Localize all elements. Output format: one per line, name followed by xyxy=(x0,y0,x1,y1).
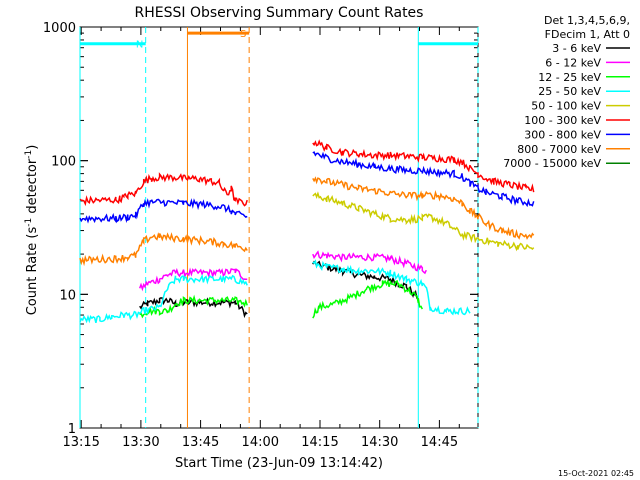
y-axis-label-sup1: -1 xyxy=(24,218,34,227)
legend-item-label: 300 - 800 keV xyxy=(524,128,601,141)
y-axis-label-main: Count Rate (s xyxy=(25,227,40,316)
y-tick-labels: 1 10 100 1000 xyxy=(43,21,76,437)
x-tick-label: 14:30 xyxy=(361,435,398,450)
y-tick-label: 100 xyxy=(51,155,76,170)
legend-item-label: 50 - 100 keV xyxy=(531,100,601,113)
y-axis-label-sup2: -1 xyxy=(24,150,34,159)
legend-item-label: 800 - 7000 keV xyxy=(517,143,601,156)
y-axis-label-end: ) xyxy=(25,145,40,150)
marker-label: N xyxy=(136,40,143,51)
marker-label: S xyxy=(240,29,246,40)
x-tick-label: 14:45 xyxy=(421,435,458,450)
y-tick-label: 1000 xyxy=(43,21,76,36)
legend-item-label: 100 - 300 keV xyxy=(524,114,601,127)
x-axis-label: Start Time (23-Jun-09 13:14:42) xyxy=(175,456,383,471)
series-line xyxy=(79,176,535,267)
legend-header-line-1: Det 1,3,4,5,6,9, xyxy=(544,14,630,27)
series-line xyxy=(312,191,535,252)
legend-item-label: 7000 - 15000 keV xyxy=(503,157,601,170)
y-tick-label: 10 xyxy=(59,288,76,303)
series-line xyxy=(79,259,471,324)
chart-title: RHESSI Observing Summary Count Rates xyxy=(135,5,424,21)
y-axis-label-mid: detector xyxy=(25,158,40,218)
x-tick-labels: 13:15 13:30 13:45 14:00 14:15 14:30 14:45 xyxy=(62,435,458,450)
axis-ticks xyxy=(80,26,478,429)
series-line xyxy=(139,278,423,319)
y-tick-label: 1 xyxy=(68,422,76,437)
legend-header-line-2: FDecim 1, Att 0 xyxy=(545,28,630,41)
footer-date: 15-Oct-2021 02:45 xyxy=(558,469,634,478)
status-markers: NS xyxy=(79,27,479,428)
x-tick-label: 13:15 xyxy=(62,435,99,450)
x-tick-label: 14:15 xyxy=(301,435,338,450)
series-lines xyxy=(79,139,535,324)
legend-item-label: 3 - 6 keV xyxy=(552,42,601,55)
legend-item-label: 12 - 25 keV xyxy=(538,71,601,84)
x-tick-label: 13:30 xyxy=(122,435,159,450)
x-tick-label: 14:00 xyxy=(242,435,279,450)
legend: Det 1,3,4,5,6,9, FDecim 1, Att 0 3 - 6 k… xyxy=(503,14,630,170)
series-line xyxy=(139,260,419,319)
x-tick-label: 13:45 xyxy=(182,435,219,450)
series-line xyxy=(138,250,427,292)
y-axis-label: Count Rate (s-1 detector-1) xyxy=(24,145,40,316)
series-line xyxy=(79,139,535,207)
legend-item-label: 25 - 50 keV xyxy=(538,85,601,98)
legend-item-label: 6 - 12 keV xyxy=(545,56,601,69)
series-line xyxy=(79,151,535,224)
